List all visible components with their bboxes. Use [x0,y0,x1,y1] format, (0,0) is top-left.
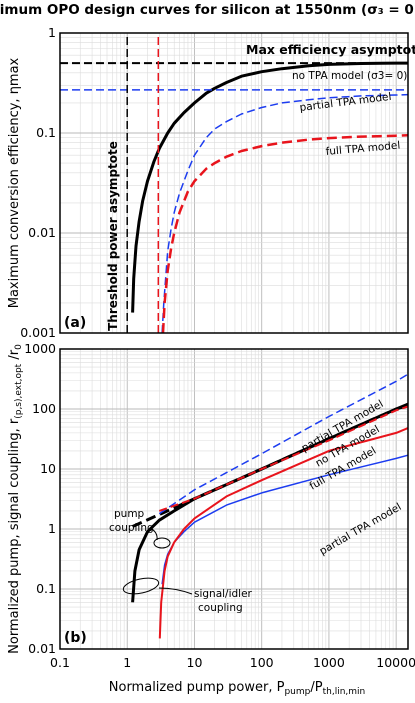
panel-b-xtick-label: 10000 [376,655,415,670]
panel-b-series-2 [158,373,409,515]
panel-b-ylabel: Normalized pump, signal coupling, r(p,s)… [7,344,24,654]
panel-b-series-5 [158,427,409,639]
panel-b-xlabel: Normalized pump power, Ppump/Pth,lin,min [109,680,365,697]
panel-b-frame [59,348,409,650]
signal-coupling-label-2: coupling [198,602,243,614]
signal-coupling-label-1: signal/idler [194,588,253,600]
panel-b-ylabel-sub2: 0 [14,344,24,350]
panel-b-series-4 [158,405,409,512]
panel-b-tag: (b) [64,630,87,646]
panel-a: 0.001 0.01 0.1 1 Maximum conversion efficie… [7,25,415,340]
panel-a-ytick-label: 0.01 [28,225,56,240]
pump-coupling-ellipse [153,537,171,549]
panel-b-xtick-label: 10 [187,655,203,670]
panel-b-ylabel-sub1: (p,s),ext,opt [14,363,24,418]
panel-b-ylabel-rest: /r [7,349,22,364]
panel-a-ytick-label: 1 [48,25,56,40]
panel-b-x-ticks: 0.1 1 10 100 1000 10000 [50,655,415,670]
threshold-label: Threshold power asymptote [106,141,120,331]
panel-a-ytick-label: 0.001 [20,325,56,340]
panel-a-series-1 [161,93,409,334]
panel-b-ytick-label: 1000 [24,341,56,356]
signal-coupling-ellipse [122,577,160,595]
panel-b-ytick-label: 0.1 [36,581,56,596]
panel-b-series-1 [131,402,409,603]
panel-b-xlabel-sub2: th,lin,min [323,687,366,697]
panel-b-xtick-label: 1000 [313,655,345,670]
panel-b-xlabel-slash: /P [310,680,322,695]
panel-a-ytick-label: 0.1 [36,125,56,140]
figure-title: Optimum OPO design curves for silicon at… [0,2,415,18]
max-eff-label: Max efficiency asymptote [246,42,415,57]
panel-b-y-ticks: 0.01 0.1 1 10 100 1000 [24,341,56,656]
panel-b-grid [59,348,408,650]
panel-b-xtick-label: 100 [250,655,274,670]
pump-coupling-label-1: pump [114,508,145,520]
panel-a-tag: (a) [64,315,86,331]
panel-b-xtick-label: 1 [123,655,131,670]
panel-a-lines [60,33,409,334]
panel-a-series-2 [161,133,409,334]
panel-a-frame [59,32,409,334]
panel-b-xlabel-main: Normalized pump power, P [109,680,285,695]
panel-a-ylabel: Maximum conversion efficiency, ηmax [7,57,22,308]
panel-b-ytick-label: 1 [48,521,56,536]
no-tpa-label-a: no TPA model (σ3= 0) [292,70,407,82]
panel-a-y-ticks: 0.001 0.01 0.1 1 [20,25,56,340]
panel-a-series-0 [131,61,408,313]
panel-b-ytick-label: 0.01 [28,641,56,656]
partial-tpa-label-a: partial TPA model [299,91,392,114]
pump-coupling-pointer [149,527,158,541]
panel-b-lines [131,373,409,639]
signal-coupling-pointer [158,587,193,595]
pump-coupling-label-2: coupling [109,522,154,534]
panel-b-ylabel-text: Normalized pump, signal coupling, r [7,418,22,654]
panel-b-ytick-label: 100 [32,401,56,416]
panel-b-xtick-label: 0.1 [50,655,70,670]
panel-b-xlabel-sub1: pump [284,687,310,697]
panel-b-ytick-label: 10 [40,461,56,476]
